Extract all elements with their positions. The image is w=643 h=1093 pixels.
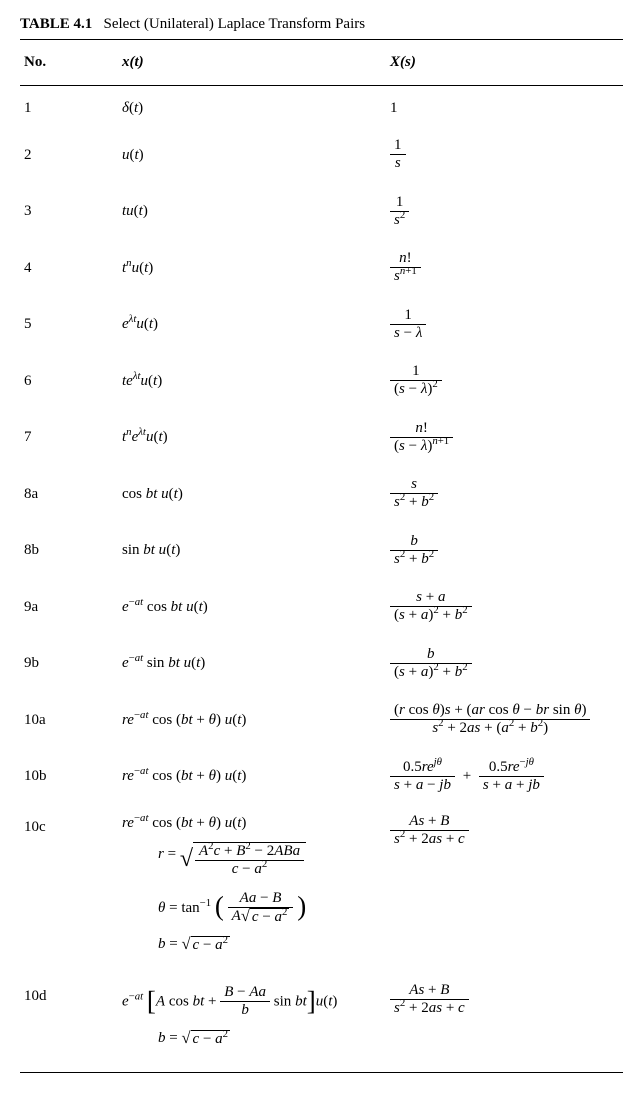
- cell-xs: 1: [386, 90, 623, 127]
- cell-no: 10a: [20, 692, 118, 749]
- header-row: No. x(t) X(s): [20, 44, 623, 81]
- cell-no: 5: [20, 297, 118, 354]
- cell-no: 10b: [20, 749, 118, 806]
- cell-xt: δ(t): [118, 90, 386, 127]
- cell-no: 10d: [20, 974, 118, 1068]
- header-xt: x(t): [118, 44, 386, 81]
- table-row: 1 δ(t) 1: [20, 90, 623, 127]
- laplace-table-body: 1 δ(t) 1 2 u(t) 1s 3 tu(t) 1s2 4 tnu(t) …: [20, 90, 623, 1068]
- table-label: TABLE 4.1: [20, 16, 92, 32]
- cell-xs: 1(s − λ)2: [386, 353, 623, 410]
- cell-xs: 1s − λ: [386, 297, 623, 354]
- table-row: 5 eλtu(t) 1s − λ: [20, 297, 623, 354]
- cell-xs: 1s2: [386, 184, 623, 241]
- header-no: No.: [20, 44, 118, 81]
- table-row: 8b sin bt u(t) bs2 + b2: [20, 523, 623, 580]
- cell-xt: teλtu(t): [118, 353, 386, 410]
- table-row: 10c re−at cos (bt + θ) u(t) r = √ A2c + …: [20, 805, 623, 974]
- cell-xs: 1s: [386, 127, 623, 184]
- cell-no: 6: [20, 353, 118, 410]
- cell-xt: cos bt u(t): [118, 466, 386, 523]
- table-row: 10b re−at cos (bt + θ) u(t) 0.5rejθs + a…: [20, 749, 623, 806]
- table-row: 8a cos bt u(t) ss2 + b2: [20, 466, 623, 523]
- cell-xs: As + Bs2 + 2as + c: [386, 805, 623, 974]
- bottom-rule: [20, 1072, 623, 1073]
- cell-xt: e−at cos bt u(t): [118, 579, 386, 636]
- cell-no: 9b: [20, 636, 118, 693]
- table-caption: Select (Unilateral) Laplace Transform Pa…: [104, 16, 366, 32]
- table-row: 3 tu(t) 1s2: [20, 184, 623, 241]
- cell-xt: sin bt u(t): [118, 523, 386, 580]
- cell-xt: e−at sin bt u(t): [118, 636, 386, 693]
- cell-no: 10c: [20, 805, 118, 974]
- cell-xs: bs2 + b2: [386, 523, 623, 580]
- cell-no: 8a: [20, 466, 118, 523]
- cell-xt: eλtu(t): [118, 297, 386, 354]
- cell-no: 3: [20, 184, 118, 241]
- table-row: 10d e−at [A cos bt + B − Aab sin bt]u(t)…: [20, 974, 623, 1068]
- cell-xs: As + Bs2 + 2as + c: [386, 974, 623, 1068]
- laplace-table: No. x(t) X(s): [20, 44, 623, 81]
- cell-no: 1: [20, 90, 118, 127]
- top-rule: [20, 39, 623, 40]
- cell-xs: n!(s − λ)n+1: [386, 410, 623, 467]
- cell-xs: n!sn+1: [386, 240, 623, 297]
- header-xs: X(s): [386, 44, 623, 81]
- cell-xs: b(s + a)2 + b2: [386, 636, 623, 693]
- cell-xt: u(t): [118, 127, 386, 184]
- cell-xt: e−at [A cos bt + B − Aab sin bt]u(t) b =…: [118, 974, 386, 1068]
- cell-xt: re−at cos (bt + θ) u(t): [118, 692, 386, 749]
- header-rule: [20, 85, 623, 86]
- cell-xt: tnu(t): [118, 240, 386, 297]
- cell-xs: s + a(s + a)2 + b2: [386, 579, 623, 636]
- cell-no: 9a: [20, 579, 118, 636]
- cell-xt: tneλtu(t): [118, 410, 386, 467]
- cell-xt: re−at cos (bt + θ) u(t) r = √ A2c + B2 −…: [118, 805, 386, 974]
- table-row: 2 u(t) 1s: [20, 127, 623, 184]
- cell-xs: (r cos θ)s + (ar cos θ − br sin θ) s2 + …: [386, 692, 623, 749]
- cell-xt: tu(t): [118, 184, 386, 241]
- cell-xs: ss2 + b2: [386, 466, 623, 523]
- table-row: 9b e−at sin bt u(t) b(s + a)2 + b2: [20, 636, 623, 693]
- table-title: TABLE 4.1 Select (Unilateral) Laplace Tr…: [20, 16, 623, 33]
- cell-no: 8b: [20, 523, 118, 580]
- table-row: 7 tneλtu(t) n!(s − λ)n+1: [20, 410, 623, 467]
- row10c-definitions: r = √ A2c + B2 − 2ABa c − a2 θ = tan−1 (: [158, 842, 382, 954]
- cell-no: 2: [20, 127, 118, 184]
- cell-no: 4: [20, 240, 118, 297]
- table-row: 9a e−at cos bt u(t) s + a(s + a)2 + b2: [20, 579, 623, 636]
- row10d-definitions: b = √c − a2: [158, 1030, 382, 1048]
- table-row: 6 teλtu(t) 1(s − λ)2: [20, 353, 623, 410]
- cell-xt: re−at cos (bt + θ) u(t): [118, 749, 386, 806]
- table-row: 10a re−at cos (bt + θ) u(t) (r cos θ)s +…: [20, 692, 623, 749]
- table-row: 4 tnu(t) n!sn+1: [20, 240, 623, 297]
- cell-xs: 0.5rejθs + a − jb + 0.5re−jθs + a + jb: [386, 749, 623, 806]
- cell-no: 7: [20, 410, 118, 467]
